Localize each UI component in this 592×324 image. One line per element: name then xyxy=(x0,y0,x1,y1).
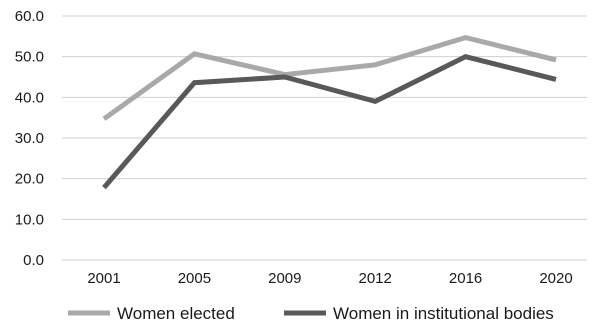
y-tick-label: 20.0 xyxy=(15,171,44,188)
legend-label-2: Women in institutional bodies xyxy=(333,304,554,323)
series-line-1 xyxy=(102,34,557,121)
series-lines xyxy=(102,34,557,190)
y-tick-label: 10.0 xyxy=(15,211,44,228)
gridlines xyxy=(62,15,587,261)
y-tick-label: 60.0 xyxy=(15,8,44,25)
y-tick-label: 50.0 xyxy=(15,49,44,66)
y-tick-label: 40.0 xyxy=(15,89,44,106)
x-tick-label: 2012 xyxy=(359,270,392,287)
legend: Women elected Women in institutional bodi… xyxy=(68,304,554,323)
y-axis: 0.0 10.0 20.0 30.0 40.0 50.0 60.0 xyxy=(15,8,44,269)
x-tick-label: 2009 xyxy=(268,270,301,287)
series-line-2 xyxy=(102,54,557,190)
y-tick-label: 30.0 xyxy=(15,130,44,147)
x-axis: 2001 2005 2009 2012 2016 2020 xyxy=(87,270,572,287)
x-tick-label: 2001 xyxy=(87,270,120,287)
legend-label-1: Women elected xyxy=(117,304,235,323)
y-tick-label: 0.0 xyxy=(23,252,44,269)
x-tick-label: 2016 xyxy=(449,270,482,287)
x-tick-label: 2005 xyxy=(178,270,211,287)
x-tick-label: 2020 xyxy=(539,270,572,287)
